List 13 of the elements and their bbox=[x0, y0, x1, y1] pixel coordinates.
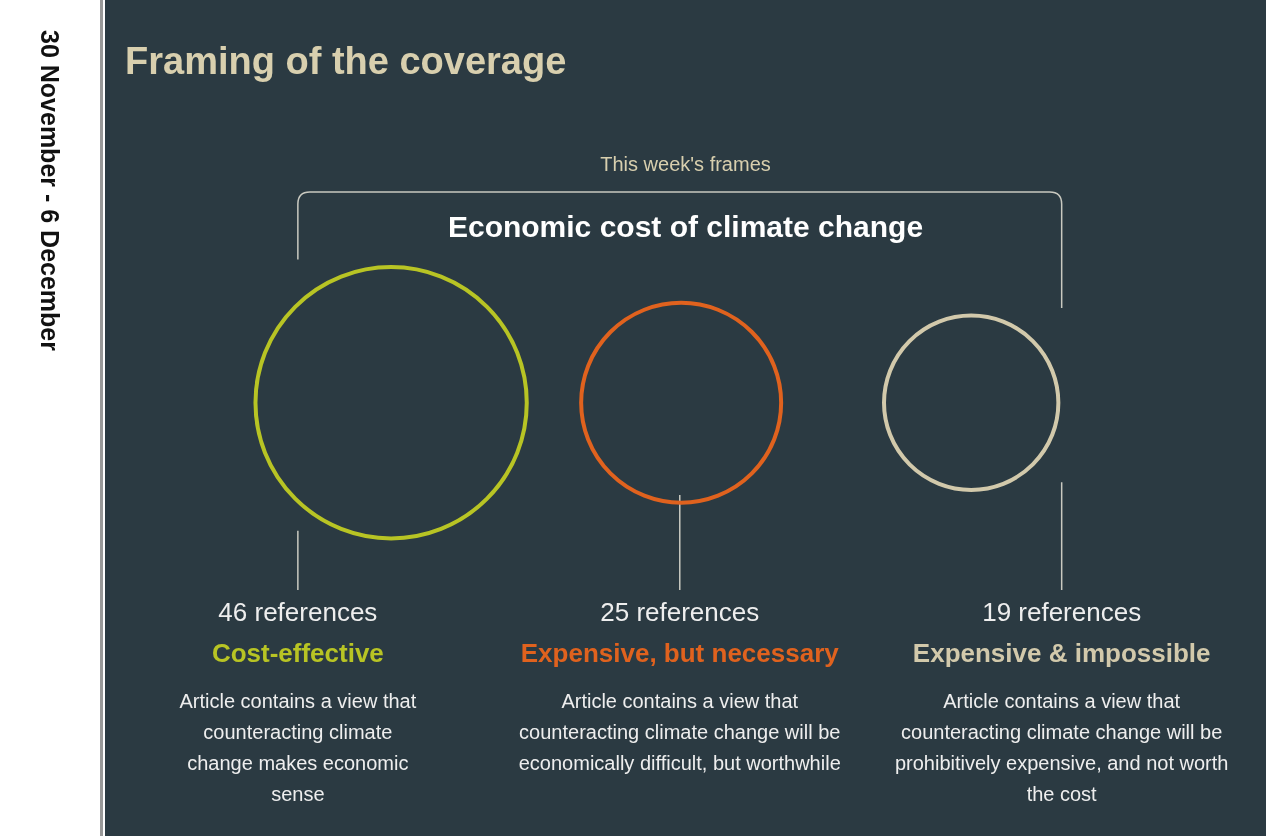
data-label: 25 references bbox=[599, 597, 761, 628]
text: Article contains a view that counteracting climate change will be prohibitively expensive, and not worth the cost bbox=[893, 689, 1230, 807]
text: Article contains a view that counteracting climate change makes economic sense bbox=[178, 689, 418, 807]
text: Article contains a view that counteracting climate change will be economically difficult, but worthwhile bbox=[517, 689, 842, 776]
text: This week's frames bbox=[599, 153, 772, 176]
text: Economic cost of climate change bbox=[446, 210, 925, 244]
category-label: Expensive, but necessary bbox=[519, 638, 840, 669]
text: 30 November - 6 December bbox=[35, 30, 64, 351]
category-label: Expensive & impossible bbox=[911, 638, 1212, 669]
category-label: Cost-effective bbox=[210, 638, 385, 669]
text: Framing of the coverage bbox=[125, 40, 567, 83]
data-label: 19 references bbox=[981, 597, 1143, 628]
data-label: 46 references bbox=[217, 597, 379, 628]
